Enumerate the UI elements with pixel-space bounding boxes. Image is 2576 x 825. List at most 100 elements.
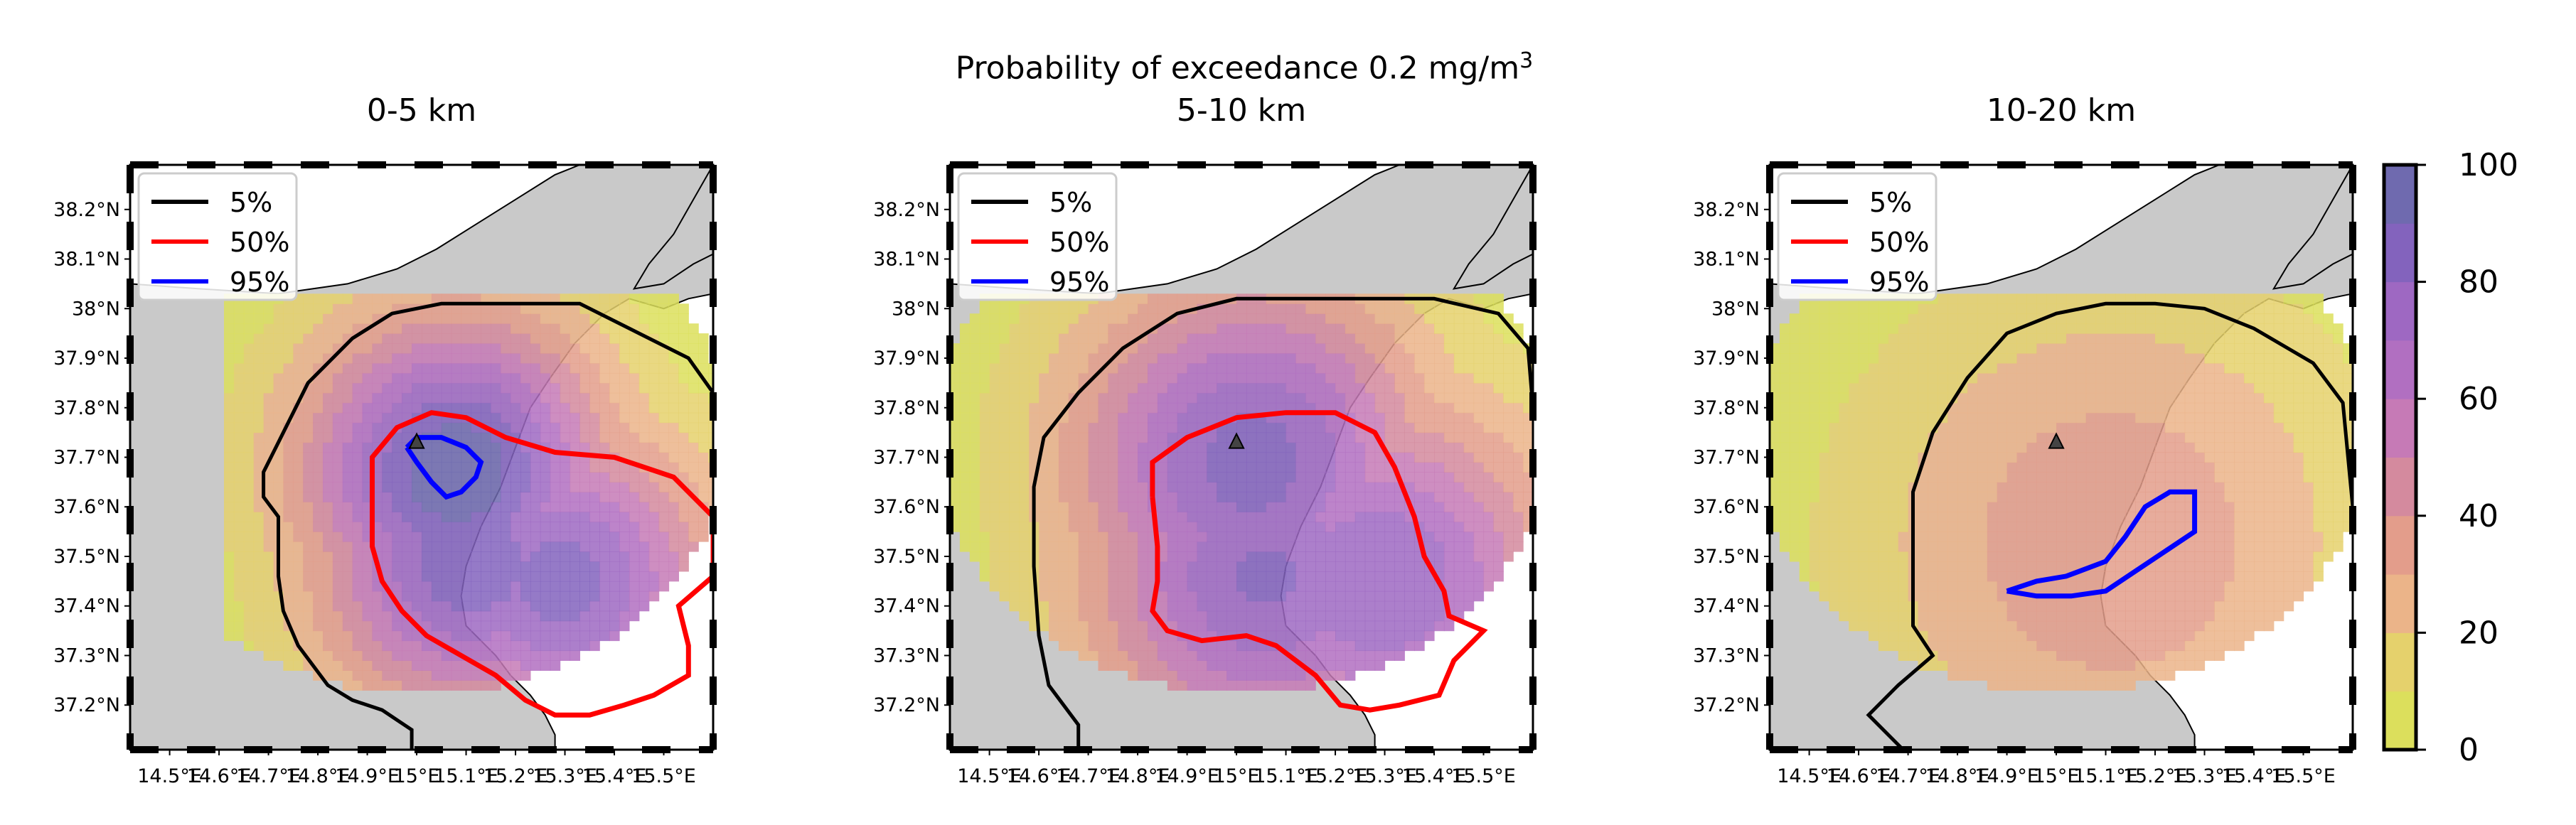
heat-cell xyxy=(1809,303,1820,314)
heat-cell xyxy=(243,412,255,424)
heat-cell xyxy=(1483,571,1494,582)
heat-cell xyxy=(1829,372,1839,384)
heat-cell xyxy=(1177,512,1188,522)
heat-cell xyxy=(342,571,353,582)
heat-cell xyxy=(342,303,353,314)
y-tick-label: 37.6°N xyxy=(53,496,120,518)
heat-cell xyxy=(1799,492,1810,502)
heat-cell xyxy=(1098,650,1108,661)
heat-cell xyxy=(1068,640,1079,652)
panel-title: 5-10 km xyxy=(1177,92,1306,129)
heat-cell xyxy=(1819,541,1829,552)
heat-cell xyxy=(1098,522,1108,532)
heat-cell xyxy=(1898,532,1909,542)
heat-cell xyxy=(1947,353,1958,364)
heat-cell xyxy=(342,502,353,512)
heat-cell xyxy=(609,610,620,622)
heat-cell xyxy=(352,343,363,354)
heat-cell xyxy=(658,561,670,572)
heat-cell xyxy=(530,600,541,612)
heat-cell xyxy=(629,363,640,374)
heat-cell xyxy=(1029,303,1040,314)
heat-cell xyxy=(2016,610,2027,622)
heat-cell xyxy=(402,293,412,304)
heat-cell xyxy=(1246,353,1257,364)
heat-cell xyxy=(1315,581,1326,592)
heat-cell xyxy=(1977,313,1988,324)
heat-cell xyxy=(678,432,689,443)
heat-cell xyxy=(560,492,571,502)
heat-cell xyxy=(461,392,472,404)
heat-cell xyxy=(1424,432,1435,443)
heat-cell xyxy=(1928,412,1938,424)
heat-cell xyxy=(263,323,274,334)
heat-cell xyxy=(1898,412,1909,424)
heat-cell xyxy=(2016,482,2027,492)
heat-cell xyxy=(609,412,620,424)
heat-cell xyxy=(1928,581,1938,592)
heat-cell xyxy=(668,303,679,314)
heat-cell xyxy=(530,323,541,334)
heat-cell xyxy=(1809,442,1820,453)
heat-cell xyxy=(1305,323,1316,334)
heat-cell xyxy=(570,323,580,334)
heat-cell xyxy=(451,610,462,622)
heat-cell xyxy=(422,532,432,542)
heat-cell xyxy=(530,472,541,482)
heat-cell xyxy=(263,472,274,482)
heat-cell xyxy=(1770,363,1780,374)
heat-cell xyxy=(1503,522,1514,532)
heat-cell xyxy=(1947,600,1958,612)
heat-cell xyxy=(431,452,442,463)
calabria-land xyxy=(1452,165,1533,290)
heat-cell xyxy=(1197,382,1207,394)
heat-cell xyxy=(1345,660,1356,671)
heat-cell xyxy=(1207,591,1217,602)
heat-cell xyxy=(1898,522,1909,532)
heat-cell xyxy=(1859,392,1869,404)
heat-cell xyxy=(1019,551,1030,562)
heat-cell xyxy=(323,640,333,652)
heat-cell xyxy=(550,660,561,671)
heat-cell xyxy=(658,442,670,453)
heat-cell xyxy=(422,442,432,453)
heat-cell xyxy=(1779,432,1790,443)
heat-cell xyxy=(1394,432,1405,443)
heat-cell xyxy=(1918,412,1928,424)
heat-cell xyxy=(1908,303,1919,314)
heat-cell xyxy=(570,502,580,512)
heat-cell xyxy=(648,512,660,522)
heat-cell xyxy=(402,502,412,512)
heat-cell xyxy=(1088,502,1099,512)
heat-cell xyxy=(1928,591,1938,602)
heat-cell xyxy=(332,532,343,542)
heat-cell xyxy=(1928,372,1938,384)
heat-cell xyxy=(1829,442,1839,453)
heat-cell xyxy=(1157,432,1168,443)
heat-cell xyxy=(1019,323,1030,334)
heat-cell xyxy=(1849,561,1859,572)
heat-cell xyxy=(648,452,660,463)
heat-cell xyxy=(2016,532,2027,542)
heat-cell xyxy=(1295,323,1306,334)
heat-cell xyxy=(1177,333,1188,344)
heat-cell xyxy=(1246,600,1257,612)
heat-cell xyxy=(362,571,373,582)
heat-cell xyxy=(1463,372,1475,384)
heat-cell xyxy=(2016,402,2027,414)
heat-cell xyxy=(461,462,472,473)
heat-cell xyxy=(1276,551,1287,562)
heat-cell xyxy=(1068,492,1079,502)
heat-cell xyxy=(263,561,274,572)
heat-cell xyxy=(1128,363,1138,374)
heat-cell xyxy=(1068,353,1079,364)
heat-cell xyxy=(1928,610,1938,622)
heat-cell xyxy=(989,323,1000,334)
heat-cell xyxy=(323,551,333,562)
heat-cell xyxy=(648,293,660,304)
heat-cell xyxy=(1078,571,1089,582)
heat-cell xyxy=(1286,472,1296,482)
heat-cell xyxy=(550,492,561,502)
heat-cell xyxy=(372,492,383,502)
heat-cell xyxy=(1859,303,1869,314)
